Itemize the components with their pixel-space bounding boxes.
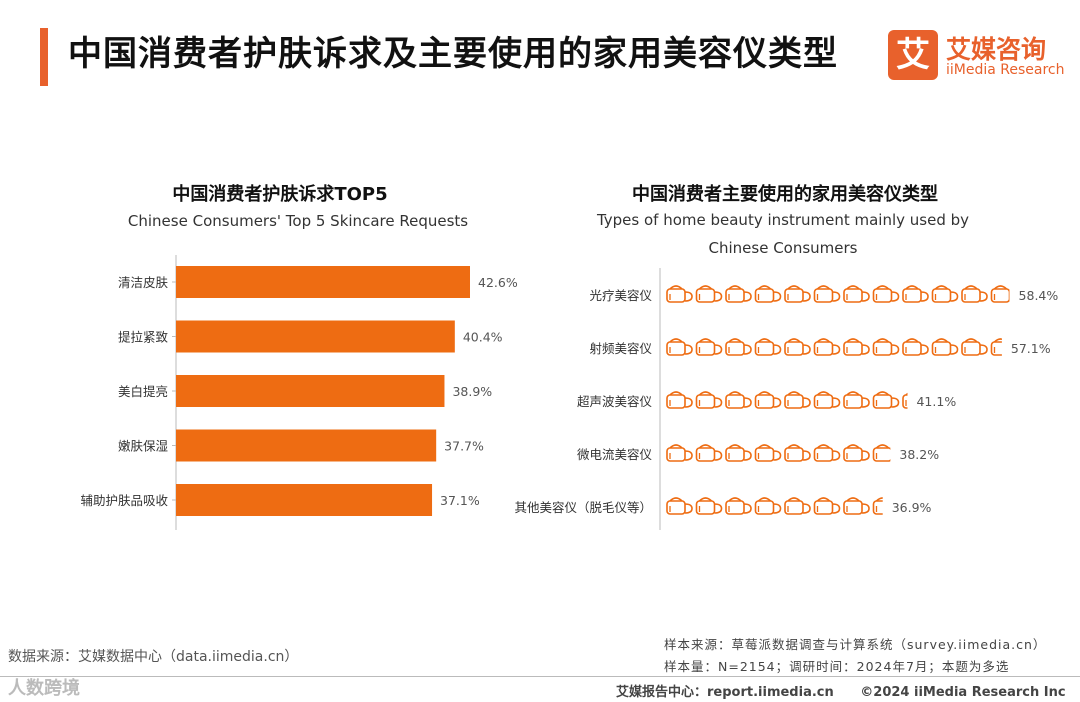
sample-source: 样本来源：草莓派数据调查与计算系统（survey.iimedia.cn） [664, 637, 1047, 652]
cup-icon-partial [990, 338, 1002, 356]
value-label: 41.1% [916, 394, 956, 409]
cup-icon [784, 497, 811, 515]
bar [176, 484, 433, 516]
cup-icon [666, 497, 693, 515]
cup-icon [695, 391, 723, 409]
cup-icon [931, 338, 959, 356]
cup-icon [961, 338, 988, 356]
cup-icon [695, 497, 723, 515]
value-label: 40.4% [463, 330, 503, 345]
page-title: 中国消费者护肤诉求及主要使用的家用美容仪类型 [68, 34, 838, 74]
footer-divider [0, 676, 1080, 677]
cup-icon [843, 338, 870, 356]
cup-icon [666, 391, 693, 409]
category-label: 美白提亮 [118, 384, 168, 399]
logo-mark: 艾 [888, 30, 938, 80]
cup-icon [695, 285, 723, 303]
cup-icon [695, 338, 723, 356]
value-label: 37.1% [440, 493, 480, 508]
cup-icon-partial [902, 392, 908, 409]
cup-icon [695, 444, 723, 462]
logo-text-en: iiMedia Research [946, 62, 1065, 78]
iimedia-logo: 艾 艾媒咨询 iiMedia Research [888, 30, 1068, 82]
cup-icon [784, 444, 811, 462]
cup-icon [813, 444, 841, 462]
cup-icon [666, 338, 693, 356]
cup-icon [843, 285, 870, 303]
cup-icon [666, 285, 693, 303]
value-label: 42.6% [478, 275, 518, 290]
cup-icon [902, 338, 929, 356]
cup-icon [784, 285, 811, 303]
copyright: ©2024 iiMedia Research Inc [860, 685, 1066, 700]
cup-icon [843, 497, 870, 515]
cup-icon [754, 338, 782, 356]
value-label: 38.9% [452, 384, 492, 399]
cup-icon-partial [872, 497, 883, 515]
right-chart-subtitle-2: Chinese Consumers [708, 239, 858, 257]
right-chart-title: 中国消费者主要使用的家用美容仪类型 [632, 184, 938, 205]
cup-icon [784, 338, 811, 356]
left-chart-subtitle: Chinese Consumers' Top 5 Skincare Reques… [127, 212, 469, 230]
cup-icon [872, 391, 900, 409]
cup-icon [725, 338, 752, 356]
cup-icon [902, 285, 929, 303]
cup-icon [666, 444, 693, 462]
report-center-link[interactable]: 艾媒报告中心：report.iimedia.cn [616, 685, 834, 700]
category-label: 嫩肤保湿 [118, 439, 168, 454]
cup-icon [931, 285, 959, 303]
category-label: 清洁皮肤 [118, 275, 169, 290]
sample-size: 样本量：N=2154；调研时间：2024年7月；本题为多选 [664, 659, 1010, 674]
category-label: 光疗美容仪 [589, 288, 652, 303]
category-label: 超声波美容仪 [577, 394, 653, 409]
value-label: 58.4% [1019, 288, 1059, 303]
right-chart-subtitle-1: Types of home beauty instrument mainly u… [596, 211, 970, 229]
cup-icon [843, 391, 870, 409]
category-label: 提拉紧致 [118, 330, 169, 345]
cup-icon [843, 444, 870, 462]
cup-icon [754, 444, 782, 462]
cup-icon-partial [872, 444, 891, 462]
cup-icon [813, 338, 841, 356]
bar [176, 429, 437, 462]
category-label: 其他美容仪（脱毛仪等） [514, 500, 652, 515]
cup-icon [872, 338, 900, 356]
value-label: 36.9% [892, 500, 932, 515]
logo-text-cn: 艾媒咨询 [946, 35, 1047, 64]
left-chart-title: 中国消费者护肤诉求TOP5 [172, 184, 388, 205]
cup-icon [754, 285, 782, 303]
cup-icon [754, 391, 782, 409]
footer-links: 艾媒报告中心：report.iimedia.cn ©2024 iiMedia R… [616, 681, 1080, 700]
cup-icon [961, 285, 988, 303]
value-label: 57.1% [1011, 341, 1051, 356]
beauty-instrument-pictogram-chart: 光疗美容仪 58.4% 射频美容仪 57.1% 超声波美容仪 41.1% 微电流美容仪 38.… [514, 268, 1059, 530]
cup-icon [784, 391, 811, 409]
cup-icon [725, 391, 752, 409]
category-label: 微电流美容仪 [577, 447, 653, 462]
cup-icon-partial [990, 285, 1010, 303]
category-label: 射频美容仪 [589, 341, 652, 356]
bar [176, 266, 470, 298]
bar [176, 375, 445, 407]
data-source: 数据来源：艾媒数据中心（data.iimedia.cn） [8, 649, 299, 665]
cup-icon [813, 285, 841, 303]
cup-icon [725, 497, 752, 515]
cup-icon [813, 391, 841, 409]
cup-icon [754, 497, 782, 515]
cup-icon [813, 497, 841, 515]
value-label: 38.2% [899, 447, 939, 462]
watermark-text: 人数跨境 [8, 678, 80, 699]
skincare-requests-bar-chart: 清洁皮肤 42.6% 提拉紧致 40.4% 美白提亮 38.9% 嫩肤保湿 37.7% 辅助护肤… [80, 255, 518, 530]
value-label: 37.7% [444, 439, 484, 454]
bar [176, 320, 455, 353]
cup-icon [872, 285, 900, 303]
cup-icon [725, 285, 752, 303]
title-accent-bar [40, 28, 48, 86]
cup-icon [725, 444, 752, 462]
category-label: 辅助护肤品吸收 [80, 493, 168, 508]
